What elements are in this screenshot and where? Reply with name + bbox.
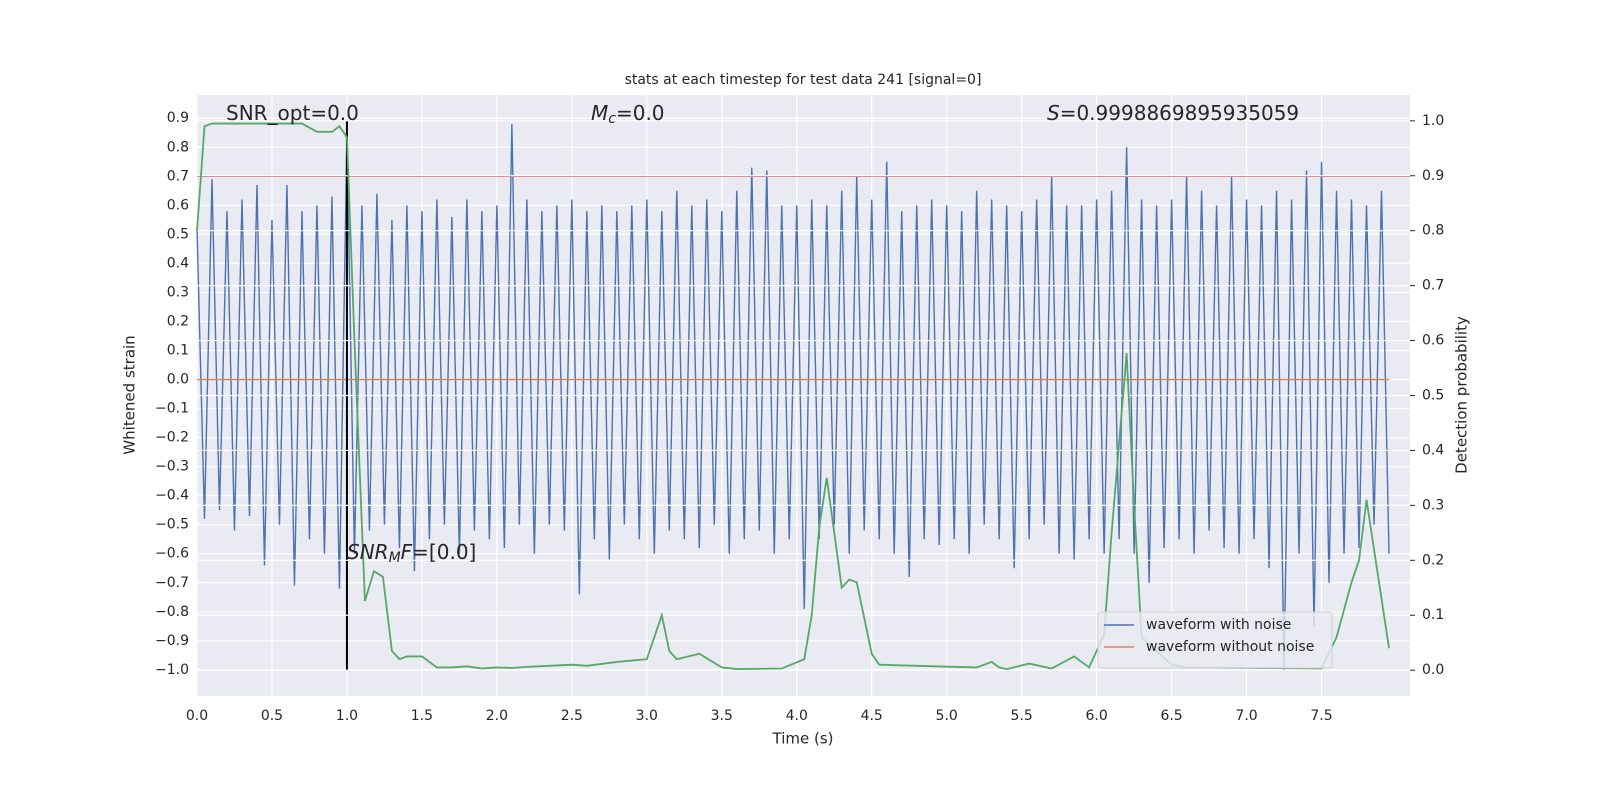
- annotation: S=0.9998869895935059: [1047, 101, 1299, 125]
- y2-tick-label: 0.7: [1422, 278, 1444, 294]
- x-tick-label: 4.5: [861, 708, 883, 724]
- axes: 0.0 0.5 1.0 1.5 2.0 2.5 3.0 3.5 4.0 4.5 5.0 5.5 6.0 6…: [155, 101, 1444, 725]
- x-tick-label: 7.0: [1235, 708, 1257, 724]
- annotation-part: c: [608, 111, 616, 127]
- plot-lines-right: [196, 122, 1390, 671]
- y2-tick-label: 0.6: [1422, 333, 1444, 349]
- y2-tick-label: 0.9: [1422, 168, 1444, 184]
- y2-tick-label: 0.1: [1422, 607, 1444, 623]
- y-tick-label: −0.1: [155, 401, 189, 417]
- x-tick-label: 1.0: [336, 708, 358, 724]
- y-axis-label: Whitened strain: [121, 335, 139, 454]
- x-axis-label: Time (s): [772, 730, 834, 748]
- x-tick-label: 2.0: [486, 708, 508, 724]
- y-tick-label: 0.4: [167, 255, 189, 271]
- y-tick-label: −0.6: [155, 546, 189, 562]
- y-tick-label: −1.0: [155, 662, 189, 678]
- annotation-part: SNR: [347, 540, 389, 564]
- legend-box: [1097, 611, 1333, 669]
- x-tick-label: 0.0: [186, 708, 208, 724]
- y-tick-label: 0.1: [167, 342, 189, 358]
- y-tick-label: −0.4: [155, 488, 189, 504]
- x-tick-label: 3.5: [711, 708, 733, 724]
- y-tick-label: 0.0: [167, 372, 189, 388]
- x-tick-label: 3.0: [636, 708, 658, 724]
- legend-label: waveform without noise: [1146, 639, 1314, 655]
- y-tick-label: −0.5: [155, 517, 189, 533]
- annotation: Mc=0.0: [591, 101, 665, 128]
- x-tick-label: 1.5: [411, 708, 433, 724]
- y2-tick-label: 0.0: [1422, 662, 1444, 678]
- y-tick-label: 0.7: [167, 168, 189, 184]
- annotation: SNR_opt=0.0: [226, 101, 359, 125]
- annotation-part: M: [389, 550, 401, 566]
- y-tick-label: 0.8: [167, 139, 189, 155]
- y2-tick-label: 1.0: [1422, 113, 1444, 129]
- y-tick-label: −0.8: [155, 604, 189, 620]
- y2-tick-label: 0.8: [1422, 223, 1444, 239]
- annotation-part: =0.0: [616, 101, 665, 125]
- y-tick-label: −0.3: [155, 459, 189, 475]
- series-line: [196, 122, 1390, 671]
- y-tick-label: 0.3: [167, 284, 189, 300]
- annotation: SNRMF=[0.0]: [347, 540, 476, 567]
- x-tick-label: 5.5: [1011, 708, 1033, 724]
- y2-axis-label: Detection probability: [1453, 316, 1471, 474]
- y-tick-label: 0.2: [167, 313, 189, 329]
- x-tick-label: 4.0: [786, 708, 808, 724]
- y-tick-label: −0.2: [155, 430, 189, 446]
- x-tick-label: 7.5: [1310, 708, 1332, 724]
- legend-label: waveform with noise: [1146, 617, 1291, 633]
- annotation-part: S: [1047, 101, 1060, 125]
- series-line: [196, 124, 1390, 670]
- y-tick-label: −0.7: [155, 575, 189, 591]
- y2-tick-label: 0.3: [1422, 497, 1444, 513]
- annotation-part: M: [591, 101, 608, 125]
- x-tick-label: 0.5: [261, 708, 283, 724]
- x-tick-label: 5.0: [936, 708, 958, 724]
- y-tick-label: 0.5: [167, 226, 189, 242]
- y-tick-label: −0.9: [155, 633, 189, 649]
- annotation-part: =[0.0]: [412, 540, 476, 564]
- chart-title: stats at each timestep for test data 241…: [625, 72, 982, 88]
- x-tick-label: 6.5: [1160, 708, 1182, 724]
- y2-tick-label: 0.2: [1422, 552, 1444, 568]
- annotation-part: =0.9998869895935059: [1060, 101, 1299, 125]
- y-tick-label: 0.9: [167, 110, 189, 126]
- annotation-part: F: [401, 540, 413, 564]
- x-tick-label: 2.5: [561, 708, 583, 724]
- x-tick-label: 6.0: [1085, 708, 1107, 724]
- annotation-part: SNR_opt=0.0: [226, 101, 359, 125]
- y2-tick-label: 0.4: [1422, 442, 1444, 458]
- y-tick-label: 0.6: [167, 197, 189, 213]
- y2-tick-label: 0.5: [1422, 388, 1444, 404]
